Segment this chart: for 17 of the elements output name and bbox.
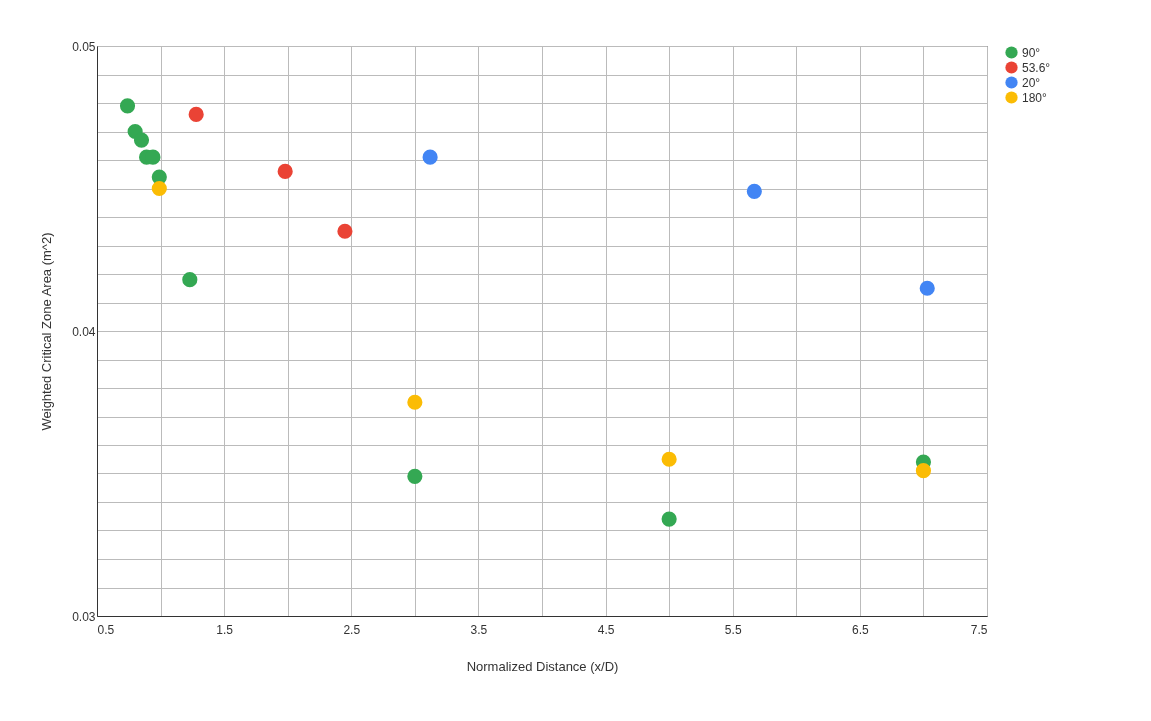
x-tick-label: 0.5 <box>97 622 115 637</box>
legend-label: 53.6° <box>1022 60 1051 75</box>
x-tick-label: 4.5 <box>597 622 615 637</box>
x-tick-label: 7.5 <box>970 622 988 637</box>
legend-label: 20° <box>1022 75 1041 90</box>
y-axis-title: Weighted Critical Zone Area (m^2) <box>39 232 55 431</box>
y-tick-label: 0.05 <box>72 39 96 54</box>
x-tick-label: 3.5 <box>470 622 488 637</box>
y-tick-label: 0.03 <box>72 609 96 624</box>
x-tick-label: 6.5 <box>852 622 870 637</box>
x-tick-label: 5.5 <box>724 622 742 637</box>
x-tick-label: 1.5 <box>216 622 234 637</box>
x-axis-title: Normalized Distance (x/D) <box>466 658 619 674</box>
x-tick-label: 2.5 <box>343 622 361 637</box>
y-tick-label: 0.04 <box>72 324 96 339</box>
legend-label: 90° <box>1022 45 1041 60</box>
legend-label: 180° <box>1022 90 1048 105</box>
